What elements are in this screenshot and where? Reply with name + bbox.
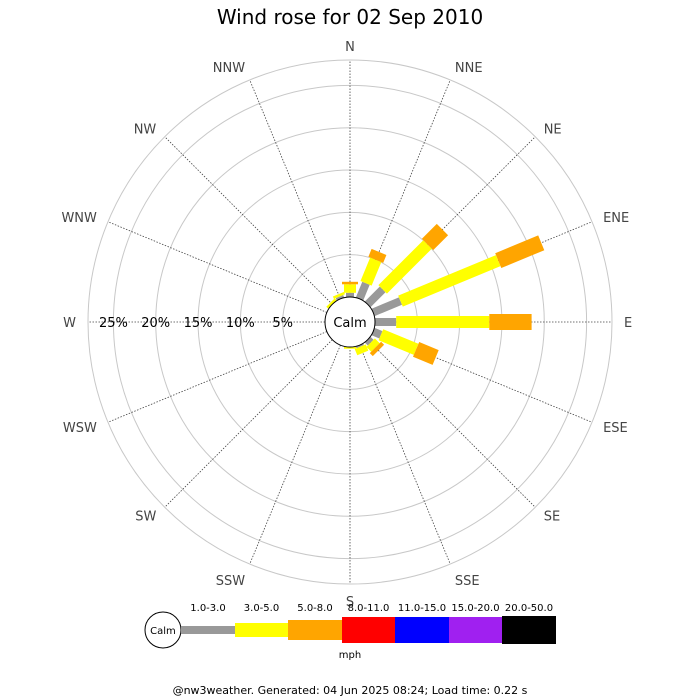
direction-label-sse: SSE — [455, 574, 480, 589]
bar-se-3.0-5.0 — [366, 338, 380, 352]
percent-label-20: 20% — [141, 316, 170, 331]
spoke-wnw — [107, 221, 328, 313]
legend-label-15.0-20.0: 15.0-20.0 — [451, 603, 499, 614]
direction-label-e: E — [624, 316, 632, 331]
spoke-nw — [164, 136, 333, 305]
bar-nne-1.0-3.0 — [355, 281, 370, 301]
grid-ring-25 — [112, 84, 588, 560]
bar-sse-1.0-3.0 — [355, 343, 364, 349]
direction-label-ene: ENE — [603, 211, 629, 226]
bar-ese-1.0-3.0 — [371, 327, 383, 339]
direction-label-nnw: NNW — [213, 61, 245, 76]
bar-se-1.0-3.0 — [364, 336, 374, 346]
percent-label-5: 5% — [272, 316, 293, 331]
bar-n-3.0-5.0 — [344, 284, 356, 293]
legend-swatch-1.0-3.0 — [181, 626, 235, 634]
calm-circle — [324, 296, 376, 348]
calm-label: Calm — [333, 316, 366, 331]
chart-title: Wind rose for 02 Sep 2010 — [217, 5, 483, 29]
bar-nne-5.0-8.0 — [368, 248, 387, 263]
legend-label-3.0-5.0: 3.0-5.0 — [244, 603, 279, 614]
bar-e-1.0-3.0 — [375, 318, 397, 326]
legend-label-8.0-11.0: 8.0-11.0 — [348, 603, 390, 614]
legend-swatch-20.0-50.0 — [502, 616, 556, 644]
bar-n-1.0-3.0 — [346, 292, 354, 297]
bar-ne-3.0-5.0 — [378, 240, 432, 294]
legend-swatch-3.0-5.0 — [235, 623, 288, 637]
legend-label-5.0-8.0: 5.0-8.0 — [297, 603, 332, 614]
direction-label-ese: ESE — [603, 421, 628, 436]
legend-label-20.0-50.0: 20.0-50.0 — [505, 603, 553, 614]
bar-ese-5.0-8.0 — [413, 342, 439, 365]
bar-ene-1.0-3.0 — [371, 297, 402, 317]
percent-labels: 5% 10% 15% 20% 25% — [99, 316, 293, 331]
bar-nne-3.0-5.0 — [360, 257, 382, 286]
wind-bars — [326, 223, 545, 365]
calm-center: Calm — [324, 296, 376, 348]
bar-nnw-3.0-5.0 — [332, 291, 345, 299]
legend-label-11.0-15.0: 11.0-15.0 — [398, 603, 446, 614]
direction-label-nw: NW — [134, 122, 157, 137]
legend-swatch-15.0-20.0 — [449, 617, 502, 643]
spoke-sse — [359, 344, 451, 565]
bar-nnw-1.0-3.0 — [335, 295, 345, 301]
bar-nw-3.0-5.0 — [326, 298, 337, 309]
spoke-wsw — [107, 331, 328, 423]
spoke-sw — [164, 339, 333, 508]
bar-ene-5.0-8.0 — [495, 235, 545, 268]
direction-label-ssw: SSW — [216, 574, 246, 589]
bar-e-5.0-8.0 — [489, 314, 532, 330]
bar-sse-3.0-5.0 — [354, 344, 369, 356]
bar-se-5.0-8.0 — [369, 341, 385, 357]
legend-calm-label: Calm — [150, 626, 176, 637]
speed-legend: Calm 1.0-3.0 3.0-5.0 5.0-8.0 8.0-11.0 11.0-15… — [144, 603, 556, 661]
legend-swatch-8.0-11.0 — [342, 617, 395, 643]
bar-ne-5.0-8.0 — [421, 223, 449, 251]
direction-label-wnw: WNW — [61, 211, 97, 226]
bar-n-5.0-8.0 — [342, 281, 358, 285]
percent-label-25: 25% — [99, 316, 128, 331]
bar-ne-1.0-3.0 — [364, 286, 386, 308]
direction-label-sw: SW — [135, 510, 156, 525]
spoke-nnw — [249, 79, 341, 300]
spoke-se — [367, 339, 536, 508]
bar-e-3.0-5.0 — [396, 316, 490, 328]
direction-label-nne: NNE — [455, 61, 483, 76]
legend-label-1.0-3.0: 1.0-3.0 — [190, 603, 225, 614]
direction-label-n: N — [345, 40, 355, 55]
direction-label-wsw: WSW — [63, 421, 97, 436]
bar-ene-3.0-5.0 — [398, 255, 501, 307]
direction-label-ne: NE — [544, 122, 562, 137]
percent-label-15: 15% — [184, 316, 213, 331]
direction-label-w: W — [63, 316, 76, 331]
percent-label-10: 10% — [226, 316, 255, 331]
bar-ese-3.0-5.0 — [378, 329, 419, 355]
direction-label-s: S — [346, 595, 354, 610]
spoke-ssw — [249, 344, 341, 565]
direction-label-se: SE — [544, 510, 560, 525]
bar-s-3.0-5.0 — [344, 347, 356, 349]
grid-ring-outer — [87, 59, 613, 585]
legend-units: mph — [339, 650, 361, 661]
legend-swatch-11.0-15.0 — [395, 617, 449, 643]
direction-labels: N NNE NE ENE E ESE SE SSE S SSW SW WSW W WNW NW NNW — [61, 40, 632, 610]
footer-text: @nw3weather. Generated: 04 Jun 2025 08:2… — [173, 684, 528, 697]
legend-swatch-5.0-8.0 — [288, 620, 342, 640]
